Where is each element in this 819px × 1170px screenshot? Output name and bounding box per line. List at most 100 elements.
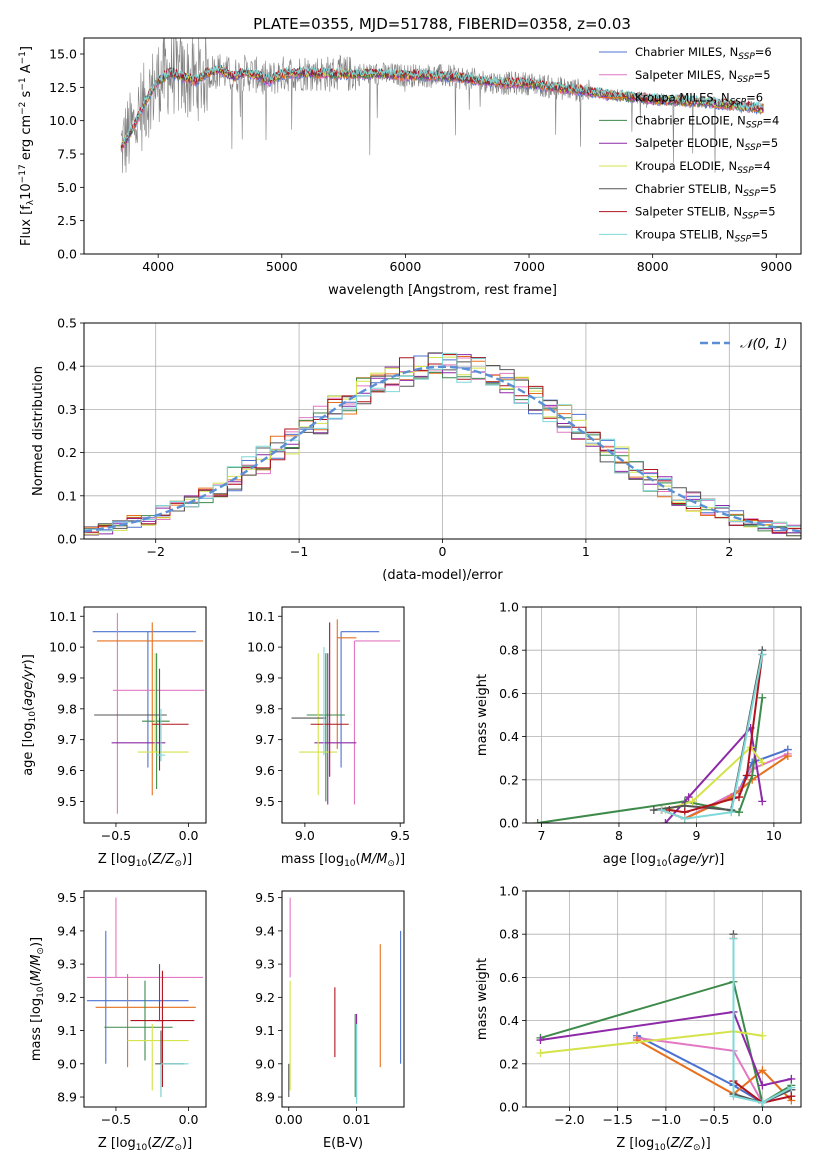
y-tick-label: 9.9: [255, 670, 275, 685]
y-tick-label: 0.0: [57, 247, 77, 262]
weight-line: [537, 697, 764, 823]
x-tick-label: 7000: [513, 259, 545, 274]
normal-reference-curve: [84, 365, 801, 533]
y-axis-label: mass [log10(M/M⊙)]: [29, 937, 46, 1061]
y-tick-label: 9.8: [255, 701, 275, 716]
x-tick-label: 0.00: [275, 1112, 303, 1127]
x-axis-label: (data-model)/error: [382, 568, 503, 583]
x-tick-label: −1: [290, 544, 308, 559]
y-tick-label: 0.0: [499, 1100, 519, 1115]
residual-histogram-step: [84, 352, 801, 532]
plot-area: [92, 613, 205, 814]
legend-label: Chabrier STELIB, NSSP=5: [635, 182, 777, 199]
y-tick-label: 0.4: [499, 729, 519, 744]
weight-marker: [758, 1081, 767, 1090]
x-tick-label: −0.5: [101, 1112, 131, 1127]
axes-frame: [83, 322, 802, 540]
x-axis-label: age [log10(age/yr)]: [603, 852, 725, 869]
y-tick-label: 1.0: [499, 884, 519, 899]
x-tick-label: −2: [146, 544, 164, 559]
weight-marker: [727, 808, 736, 817]
weight-marker: [649, 806, 658, 815]
weight-line: [664, 725, 764, 823]
model-spectrum-line: [120, 64, 764, 146]
x-axis-label: Z [log10(Z/Z⊙)]: [98, 852, 192, 869]
weight-line: [540, 1010, 792, 1087]
y-tick-label: 9.4: [57, 923, 77, 938]
x-tick-label: −2.0: [554, 1112, 584, 1127]
axes-frame: [281, 606, 405, 824]
y-axis-label: age [log10(age/yr)]: [21, 654, 38, 776]
x-tick-label: 0.0: [179, 828, 199, 843]
axes-frame: [83, 890, 207, 1108]
x-tick-label: 0: [439, 544, 447, 559]
weight-line: [636, 1039, 793, 1102]
y-tick-label: 0.2: [499, 1056, 519, 1071]
x-tick-label: 2: [725, 544, 733, 559]
weight-marker: [758, 693, 767, 702]
axes-frame: [525, 890, 802, 1108]
y-tick-label: 0.4: [57, 359, 77, 374]
x-tick-label: 0.01: [343, 1112, 371, 1127]
weight-marker: [758, 1031, 767, 1040]
weight-marker: [729, 1092, 738, 1101]
weight-marker: [536, 1036, 545, 1045]
weight-vs-age-plot: 7 8 9 10 0.0 0.2 0.4 0.6 0.8 1.0 age [log10(age/yr…: [475, 600, 802, 869]
y-tick-label: 9.6: [57, 763, 77, 778]
plot-area: [86, 897, 204, 1098]
legend-label: Salpeter ELODIE, NSSP=5: [635, 136, 778, 153]
x-axis-label: Z [log10(Z/Z⊙)]: [98, 1136, 192, 1153]
mass-vs-metallicity-plot: −0.5 0.0 8.9 9.0 9.1 9.2 9.3 9.4 9.5 Z [log10(Z/Z…: [29, 890, 207, 1153]
model-spectrum-line: [120, 65, 764, 149]
weight-line: [665, 745, 764, 811]
y-tick-label: 9.5: [255, 794, 275, 809]
y-tick-label: 9.3: [57, 957, 77, 972]
x-tick-label: −0.5: [699, 1112, 729, 1127]
weight-marker: [758, 650, 767, 659]
x-tick-label: 6000: [390, 259, 422, 274]
y-tick-label: 9.1: [57, 1023, 77, 1038]
y-tick-label: 0.0: [499, 816, 519, 831]
y-tick-label: 9.2: [255, 990, 275, 1005]
axes-frame: [525, 606, 802, 824]
residual-histogram: −2 −1 0 1 2 0.0 0.1 0.2 0.3 0.4 0.5 𝒩(0, 1) (data-mo…: [31, 316, 802, 583]
y-tick-label: 5.0: [57, 180, 77, 195]
x-tick-label: 9.0: [295, 828, 315, 843]
x-tick-label: 8: [615, 828, 623, 843]
y-axis-label: Flux [fλ10−17 erg cm−2 s−1 A−1]: [18, 46, 36, 246]
y-tick-label: 0.5: [57, 316, 77, 331]
y-tick-label: 15.0: [49, 47, 77, 62]
y-axis-label: Normed distribution: [31, 366, 46, 496]
x-tick-label: 9000: [760, 259, 792, 274]
x-tick-label: −1.5: [602, 1112, 632, 1127]
mass-vs-extinction-plot: 0.00 0.01 8.9 9.0 9.1 9.2 9.3 9.4 9.5 E(B-V): [255, 890, 405, 1151]
x-tick-label: 8000: [637, 259, 669, 274]
y-tick-label: 9.5: [57, 890, 77, 905]
axes-frame: [281, 890, 405, 1108]
weight-marker: [787, 1092, 796, 1101]
x-axis-label: Z [log10(Z/Z⊙)]: [616, 1136, 710, 1153]
legend-label: Salpeter MILES, NSSP=5: [635, 68, 771, 85]
y-tick-label: 0.4: [499, 1013, 519, 1028]
plot-area: [533, 646, 792, 823]
weight-marker: [758, 1066, 767, 1075]
weight-marker: [758, 1098, 767, 1107]
y-tick-label: 0.3: [57, 402, 77, 417]
y-tick-label: 1.0: [499, 600, 519, 615]
weight-marker: [783, 752, 792, 761]
x-axis-label: wavelength [Angstrom, rest frame]: [328, 283, 557, 298]
x-tick-label: 5000: [266, 259, 298, 274]
y-tick-label: 0.2: [499, 772, 519, 787]
spectrum-legend: Chabrier MILES, NSSP=6 Salpeter MILES, NS…: [599, 45, 779, 244]
legend-label: Salpeter STELIB, NSSP=5: [635, 205, 776, 222]
y-tick-label: 10.0: [247, 640, 275, 655]
weight-line: [732, 938, 792, 1104]
y-tick-label: 0.0: [57, 532, 77, 547]
legend-label: Kroupa MILES, NSSP=6: [635, 91, 763, 108]
y-tick-label: 10.0: [49, 640, 77, 655]
y-tick-label: 0.8: [499, 643, 519, 658]
legend-label: 𝒩(0, 1): [740, 337, 787, 352]
plot-area: [536, 930, 796, 1107]
y-tick-label: 7.5: [57, 147, 77, 162]
weight-marker: [688, 797, 697, 806]
